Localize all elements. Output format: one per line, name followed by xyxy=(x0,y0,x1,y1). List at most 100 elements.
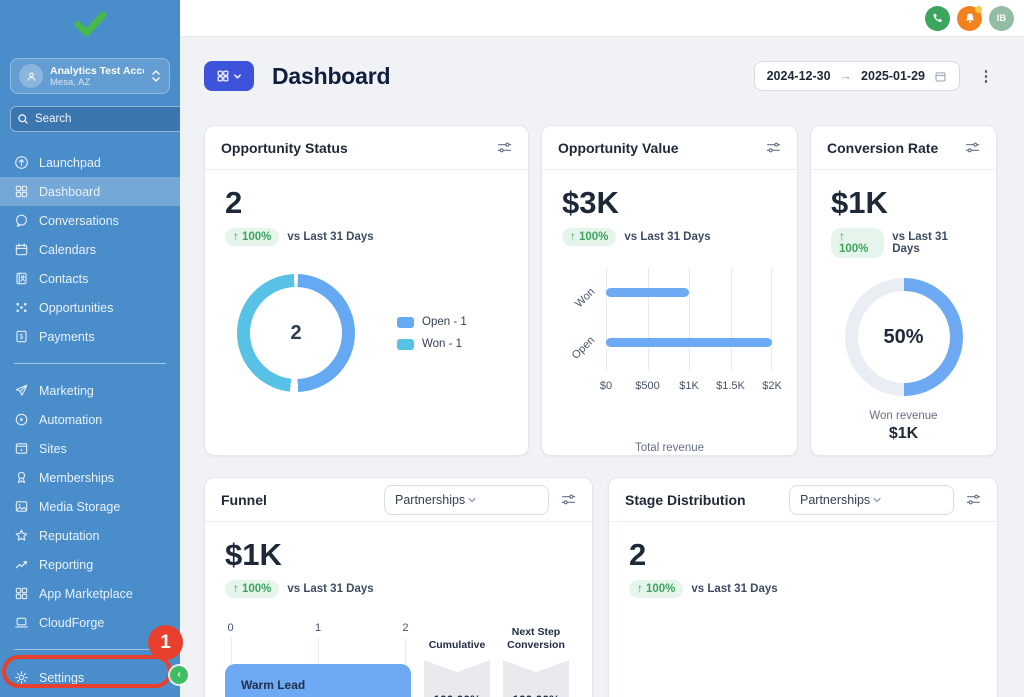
account-avatar-icon xyxy=(19,64,43,88)
sidebar-item-opportunities[interactable]: Opportunities xyxy=(0,293,180,322)
sidebar-item-reputation[interactable]: Reputation xyxy=(0,521,180,550)
dashboard-grid-icon xyxy=(217,70,229,82)
filter-sliders-icon[interactable] xyxy=(497,140,512,155)
search-icon xyxy=(18,114,28,124)
date-end: 2025-01-29 xyxy=(861,69,925,83)
account-location: Mesa, AZ xyxy=(50,76,91,88)
compare-label: vs Last 31 Days xyxy=(287,583,374,596)
pipeline-dropdown[interactable]: Partnerships xyxy=(789,484,954,515)
sidebar-item-cloudforge[interactable]: CloudForge xyxy=(0,608,180,637)
date-arrow-icon: → xyxy=(839,69,853,83)
image-icon xyxy=(15,501,28,512)
topbar: IB xyxy=(180,0,1024,37)
star-icon xyxy=(15,529,28,541)
sidebar-item-payments[interactable]: $ Payments xyxy=(0,322,180,351)
funnel-axis: 0 1 2 xyxy=(227,622,409,635)
delta-badge: ↑ 100% xyxy=(225,228,280,247)
next-step-header: Next Step Conversion xyxy=(507,625,565,651)
footer-label: Total revenue xyxy=(634,442,705,455)
conversion-rate-card: Conversion Rate $1K ↑ 100% vs Last 31 Da… xyxy=(810,125,997,456)
launchpad-icon xyxy=(15,156,28,169)
filter-sliders-icon[interactable] xyxy=(966,492,981,507)
sidebar-item-memberships[interactable]: Memberships xyxy=(0,463,180,492)
dashboard-switcher-button[interactable] xyxy=(204,61,254,91)
sidebar-item-conversations[interactable]: Conversations xyxy=(0,206,180,235)
metric-value: $1K xyxy=(831,185,888,220)
legend-swatch-won xyxy=(397,338,414,350)
sidebar-item-contacts[interactable]: Contacts xyxy=(0,264,180,293)
delta-badge: ↑ 100% xyxy=(831,228,885,259)
filter-sliders-icon[interactable] xyxy=(766,140,781,155)
main-area: IB Dashboard 2024-12-30 → 2025-01-29 ⋮ xyxy=(180,0,1024,697)
card-title: Stage Distribution xyxy=(625,491,746,508)
dashboard-content: Dashboard 2024-12-30 → 2025-01-29 ⋮ Oppo… xyxy=(180,37,1024,697)
user-avatar[interactable]: IB xyxy=(989,5,1014,31)
bar-label-open: Open xyxy=(569,334,598,362)
filter-sliders-icon[interactable] xyxy=(965,140,980,155)
sidebar-item-reporting[interactable]: Reporting xyxy=(0,550,180,579)
legend-item-open: Open - 1 xyxy=(397,316,467,328)
sidebar-item-launchpad[interactable]: Launchpad xyxy=(0,148,180,177)
stage-distribution-card: Stage Distribution Partnerships 2 ↑ 100%… xyxy=(608,477,998,697)
opportunity-value-card: Opportunity Value $3K ↑ 100% vs Last 31 … xyxy=(541,125,798,456)
sidebar-collapse-button[interactable]: ‹ xyxy=(170,666,188,684)
footer-label: Won revenue xyxy=(869,410,938,423)
annotation-step-badge: 1 xyxy=(148,625,183,660)
metric-value: 2 xyxy=(225,185,243,220)
svg-text:$: $ xyxy=(20,334,24,341)
checkmark-logo-icon xyxy=(74,11,107,37)
date-start: 2024-12-30 xyxy=(766,69,831,83)
sidebar-item-media-storage[interactable]: Media Storage xyxy=(0,492,180,521)
stage-name: Warm Lead xyxy=(241,678,306,693)
date-range-picker[interactable]: 2024-12-30 → 2025-01-29 xyxy=(753,61,960,91)
cumulative-column: Cumulative 100.00% xyxy=(424,622,490,697)
value-bar-chart: Won Open $0 $500 $1K $1.5K $2K xyxy=(562,268,782,416)
dashboard-icon xyxy=(15,185,28,198)
browser-icon xyxy=(15,443,28,454)
cumulative-header: Cumulative xyxy=(428,638,486,651)
sidebar-item-settings[interactable]: Settings xyxy=(0,663,180,692)
paper-plane-icon xyxy=(15,384,28,396)
medal-icon xyxy=(17,471,26,484)
metric-value: $1K xyxy=(225,537,282,572)
next-step-column: Next Step Conversion 100.00% xyxy=(503,622,569,697)
compare-label: vs Last 31 Days xyxy=(624,231,711,244)
sidebar-item-sites[interactable]: Sites xyxy=(0,434,180,463)
card-title: Funnel xyxy=(221,491,267,508)
notifications-button[interactable] xyxy=(957,5,982,31)
page-title: Dashboard xyxy=(272,62,391,89)
sidebar-menu-primary: Launchpad Dashboard Conversations Calend… xyxy=(0,148,180,351)
phone-button[interactable] xyxy=(925,5,950,31)
pipeline-dropdown[interactable]: Partnerships xyxy=(384,484,549,515)
sidebar-item-app-marketplace[interactable]: App Marketplace xyxy=(0,579,180,608)
more-options-button[interactable]: ⋮ xyxy=(974,62,998,90)
legend-swatch-open xyxy=(397,316,414,328)
cumulative-value: 100.00% xyxy=(424,660,490,697)
donut-legend: Open - 1 Won - 1 xyxy=(397,316,467,350)
gear-icon xyxy=(15,671,28,684)
notification-dot xyxy=(975,5,982,13)
opportunity-status-card: Opportunity Status 2 ↑ 100% vs Last 31 D… xyxy=(204,125,529,456)
account-switcher[interactable]: Analytics Test Acco... Mesa, AZ xyxy=(10,58,170,94)
donut-center-value: 2 xyxy=(290,321,302,344)
sidebar-menu-secondary: Marketing Automation Sites Memberships M… xyxy=(0,376,180,637)
sidebar-item-automation[interactable]: Automation xyxy=(0,405,180,434)
bar-open xyxy=(606,338,772,348)
delta-badge: ↑ 100% xyxy=(562,228,617,247)
sidebar-item-marketing[interactable]: Marketing xyxy=(0,376,180,405)
chevron-down-icon xyxy=(872,495,944,505)
funnel-chart: 0 1 2 Warm Lead $3K Cumulative xyxy=(225,622,572,697)
sidebar: Analytics Test Acco... Mesa, AZ ⌘ K ✦ La… xyxy=(0,0,239,697)
phone-icon xyxy=(933,13,942,23)
sidebar-item-dashboard[interactable]: Dashboard xyxy=(0,177,180,206)
calendar-icon xyxy=(15,243,28,256)
bar-label-won: Won xyxy=(573,285,598,311)
delta-badge: ↑ 100% xyxy=(629,580,684,599)
filter-sliders-icon[interactable] xyxy=(561,492,576,507)
trend-up-icon xyxy=(15,560,27,569)
sidebar-item-calendars[interactable]: Calendars xyxy=(0,235,180,264)
brand-logo xyxy=(0,0,180,48)
metric-value: $3K xyxy=(562,185,619,220)
search-input[interactable] xyxy=(35,113,180,125)
